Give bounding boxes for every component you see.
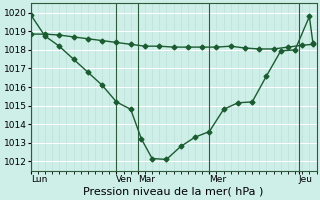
X-axis label: Pression niveau de la mer( hPa ): Pression niveau de la mer( hPa ) xyxy=(84,187,264,197)
